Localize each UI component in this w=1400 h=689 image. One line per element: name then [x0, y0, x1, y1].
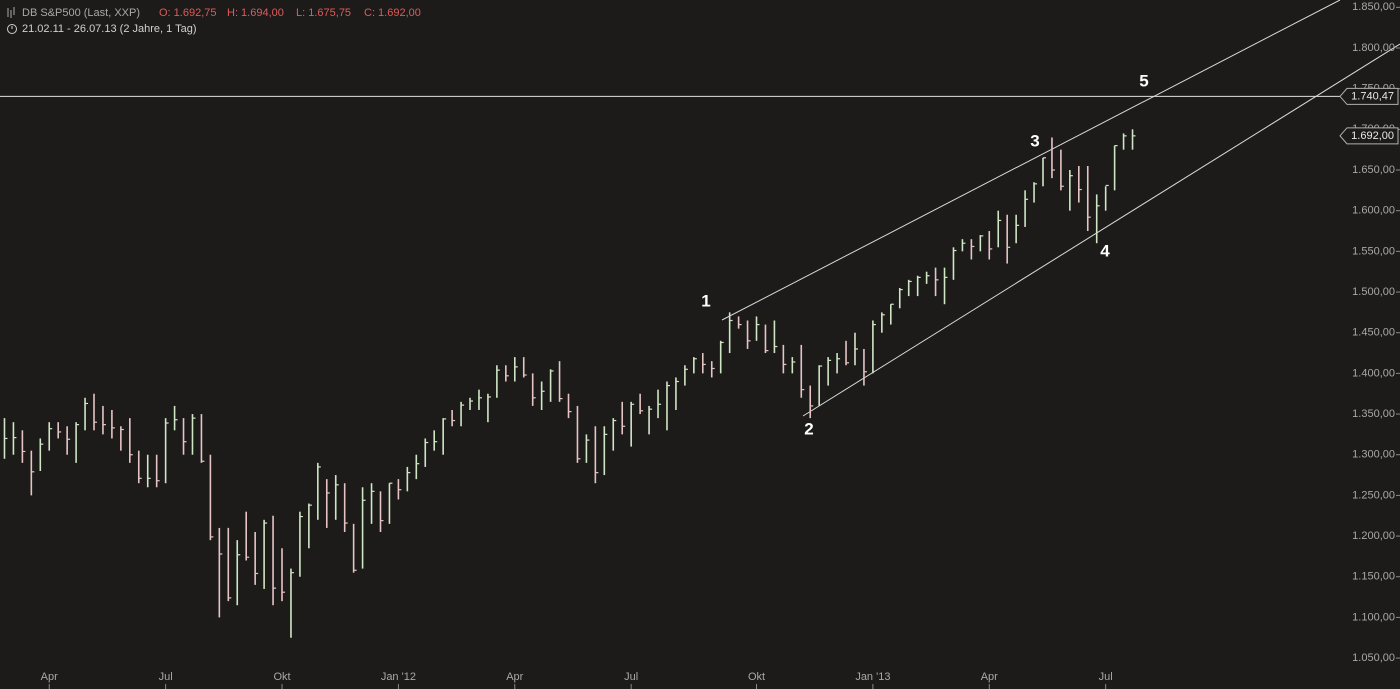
- chart-title: DB S&P500 (Last, XXP): [22, 7, 140, 19]
- y-tick-label: 1.800,00: [1352, 42, 1395, 54]
- y-tick-label: 1.650,00: [1352, 164, 1395, 176]
- hline-tag-box: [1339, 87, 1399, 105]
- y-tick-label: 1.300,00: [1352, 449, 1395, 461]
- y-tick-label: 1.050,00: [1352, 652, 1395, 664]
- wave-label: 3: [1030, 131, 1039, 150]
- y-tick-label: 1.250,00: [1352, 489, 1395, 501]
- y-tick-label: 1.350,00: [1352, 408, 1395, 420]
- clock-icon: [7, 24, 17, 34]
- x-tick-label: Okt: [273, 671, 290, 683]
- quote-high: H: 1.694,00: [227, 7, 284, 19]
- x-tick-label: Apr: [506, 671, 523, 683]
- x-tick-label: Jul: [159, 671, 173, 683]
- x-tick-label: Jul: [1099, 671, 1113, 683]
- x-tick-label: Jan '12: [381, 671, 416, 683]
- lower-channel: [802, 43, 1400, 417]
- quote-open: O: 1.692,75: [159, 7, 217, 19]
- y-tick-label: 1.500,00: [1352, 286, 1395, 298]
- hline-tag-label: 1.740,47: [1351, 90, 1394, 102]
- x-tick-label: Apr: [41, 671, 58, 683]
- y-tick-label: 1.150,00: [1352, 571, 1395, 583]
- x-tick-label: Okt: [748, 671, 765, 683]
- x-tick-label: Apr: [981, 671, 998, 683]
- y-tick-label: 1.600,00: [1352, 205, 1395, 217]
- y-tick-label: 1.400,00: [1352, 367, 1395, 379]
- x-tick-label: Jul: [624, 671, 638, 683]
- wave-label: 5: [1139, 71, 1148, 90]
- trend-lines: [721, 0, 1400, 417]
- chart-icon: [7, 7, 15, 18]
- y-tick-label: 1.550,00: [1352, 245, 1395, 257]
- wave-label: 2: [804, 419, 813, 438]
- upper-channel: [721, 0, 1341, 321]
- last-price-tag-label: 1.692,00: [1351, 130, 1394, 142]
- y-tick-label: 1.850,00: [1352, 1, 1395, 13]
- last-price-tag-box: [1339, 127, 1399, 145]
- y-tick-label: 1.200,00: [1352, 530, 1395, 542]
- y-tick-label: 1.100,00: [1352, 611, 1395, 623]
- quote-close: C: 1.692,00: [364, 7, 421, 19]
- wave-label: 1: [701, 291, 710, 310]
- wave-label: 4: [1100, 241, 1110, 260]
- header: DB S&P500 (Last, XXP) O: 1.692,75 H: 1.6…: [7, 7, 421, 35]
- quote-low: L: 1.675,75: [296, 7, 351, 19]
- y-tick-label: 1.450,00: [1352, 327, 1395, 339]
- date-range: 21.02.11 - 26.07.13 (2 Jahre, 1 Tag): [22, 23, 197, 35]
- x-tick-label: Jan '13: [855, 671, 890, 683]
